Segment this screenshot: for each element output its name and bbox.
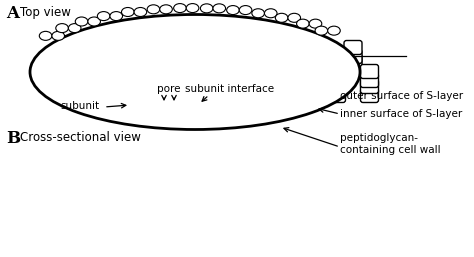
Text: pore: pore [157,84,181,94]
Ellipse shape [56,24,68,33]
Ellipse shape [239,6,252,15]
FancyBboxPatch shape [245,62,263,77]
FancyBboxPatch shape [163,74,181,87]
FancyBboxPatch shape [278,50,296,63]
Ellipse shape [30,14,360,130]
FancyBboxPatch shape [195,65,213,78]
FancyBboxPatch shape [328,79,346,94]
Ellipse shape [160,5,173,14]
FancyBboxPatch shape [294,65,312,78]
FancyBboxPatch shape [179,41,197,54]
Ellipse shape [110,12,123,21]
FancyBboxPatch shape [361,74,379,87]
FancyBboxPatch shape [212,53,230,68]
FancyBboxPatch shape [328,74,346,87]
Ellipse shape [186,4,199,13]
Ellipse shape [227,6,239,15]
Ellipse shape [264,9,277,18]
FancyBboxPatch shape [195,88,213,103]
FancyBboxPatch shape [163,88,181,103]
FancyBboxPatch shape [344,62,362,77]
FancyBboxPatch shape [163,79,181,94]
FancyBboxPatch shape [146,53,164,68]
FancyBboxPatch shape [311,53,329,68]
Text: peptidoglycan-
containing cell wall: peptidoglycan- containing cell wall [340,133,441,155]
FancyBboxPatch shape [278,41,296,54]
FancyBboxPatch shape [245,50,263,63]
FancyBboxPatch shape [278,62,296,77]
FancyBboxPatch shape [146,41,164,54]
Ellipse shape [134,7,146,16]
FancyBboxPatch shape [195,79,213,94]
FancyBboxPatch shape [361,88,379,103]
Text: subunit interface: subunit interface [185,84,274,94]
FancyBboxPatch shape [195,74,213,87]
Ellipse shape [39,31,52,40]
FancyBboxPatch shape [179,53,197,68]
FancyBboxPatch shape [228,79,246,94]
Ellipse shape [88,17,100,26]
FancyBboxPatch shape [245,53,263,68]
FancyBboxPatch shape [328,88,346,103]
FancyBboxPatch shape [344,50,362,63]
FancyBboxPatch shape [163,65,181,78]
FancyBboxPatch shape [262,88,280,103]
Ellipse shape [147,5,160,14]
FancyBboxPatch shape [344,41,362,54]
Ellipse shape [328,26,340,35]
Text: subunit: subunit [61,101,100,111]
Text: B: B [6,130,20,147]
Ellipse shape [173,4,186,13]
FancyBboxPatch shape [262,79,280,94]
Ellipse shape [75,17,88,26]
FancyBboxPatch shape [361,79,379,94]
FancyBboxPatch shape [294,74,312,87]
Ellipse shape [97,12,110,21]
Ellipse shape [121,7,134,16]
FancyBboxPatch shape [146,62,164,77]
Text: inner surface of S-layer: inner surface of S-layer [340,109,462,119]
FancyBboxPatch shape [212,50,230,63]
FancyBboxPatch shape [262,74,280,87]
Text: Cross-sectional view: Cross-sectional view [20,131,141,144]
Text: Top view: Top view [20,6,71,19]
FancyBboxPatch shape [311,62,329,77]
FancyBboxPatch shape [228,88,246,103]
Ellipse shape [68,24,81,33]
Ellipse shape [201,4,213,13]
FancyBboxPatch shape [228,74,246,87]
Ellipse shape [275,13,288,22]
Ellipse shape [309,19,322,28]
Ellipse shape [288,13,301,22]
FancyBboxPatch shape [294,88,312,103]
FancyBboxPatch shape [328,65,346,78]
Ellipse shape [213,4,226,13]
FancyBboxPatch shape [245,41,263,54]
FancyBboxPatch shape [278,53,296,68]
FancyBboxPatch shape [311,50,329,63]
FancyBboxPatch shape [212,62,230,77]
FancyBboxPatch shape [179,62,197,77]
Ellipse shape [315,26,328,35]
Ellipse shape [297,19,309,28]
FancyBboxPatch shape [228,65,246,78]
FancyBboxPatch shape [262,65,280,78]
FancyBboxPatch shape [179,50,197,63]
Ellipse shape [252,9,264,18]
FancyBboxPatch shape [146,50,164,63]
FancyBboxPatch shape [311,41,329,54]
FancyBboxPatch shape [361,65,379,78]
FancyBboxPatch shape [212,41,230,54]
Ellipse shape [52,31,64,40]
Text: A: A [6,5,19,22]
FancyBboxPatch shape [294,79,312,94]
FancyBboxPatch shape [344,53,362,68]
Text: outer surface of S-layer: outer surface of S-layer [340,91,463,101]
